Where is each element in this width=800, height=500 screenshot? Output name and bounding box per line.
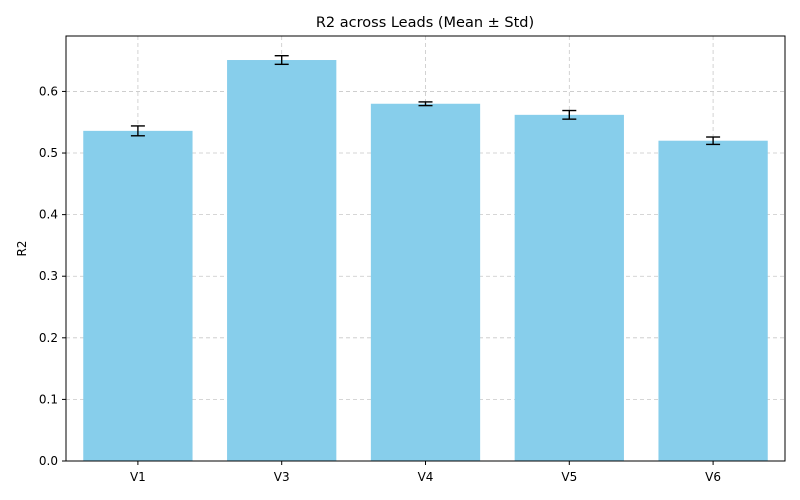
bar-v6 bbox=[658, 140, 768, 461]
x-tick-label: V5 bbox=[561, 470, 577, 484]
y-tick-label: 0.1 bbox=[39, 392, 58, 406]
y-tick-label: 0.3 bbox=[39, 269, 58, 283]
y-axis-label: R2 bbox=[15, 241, 29, 257]
y-tick-label: 0.5 bbox=[39, 146, 58, 160]
error-bars bbox=[130, 55, 721, 146]
x-tick-label: V1 bbox=[130, 470, 146, 484]
x-tick-label: V4 bbox=[418, 470, 434, 484]
x-tick-label: V6 bbox=[705, 470, 721, 484]
chart-title: R2 across Leads (Mean ± Std) bbox=[316, 15, 534, 31]
bar-v3 bbox=[227, 60, 337, 462]
y-axis: 0.0 0.1 0.2 0.3 0.4 0.5 0.6 bbox=[39, 84, 66, 468]
bars bbox=[83, 60, 768, 462]
bar-v5 bbox=[514, 114, 624, 461]
x-axis: V1 V3 V4 V5 V6 bbox=[130, 461, 721, 484]
y-tick-label: 0.0 bbox=[39, 454, 58, 468]
x-tick-label: V3 bbox=[274, 470, 290, 484]
y-tick-label: 0.2 bbox=[39, 331, 58, 345]
y-tick-label: 0.6 bbox=[39, 84, 58, 98]
bar-v4 bbox=[370, 103, 481, 461]
y-tick-label: 0.4 bbox=[39, 208, 58, 222]
bar-v1 bbox=[83, 130, 193, 461]
